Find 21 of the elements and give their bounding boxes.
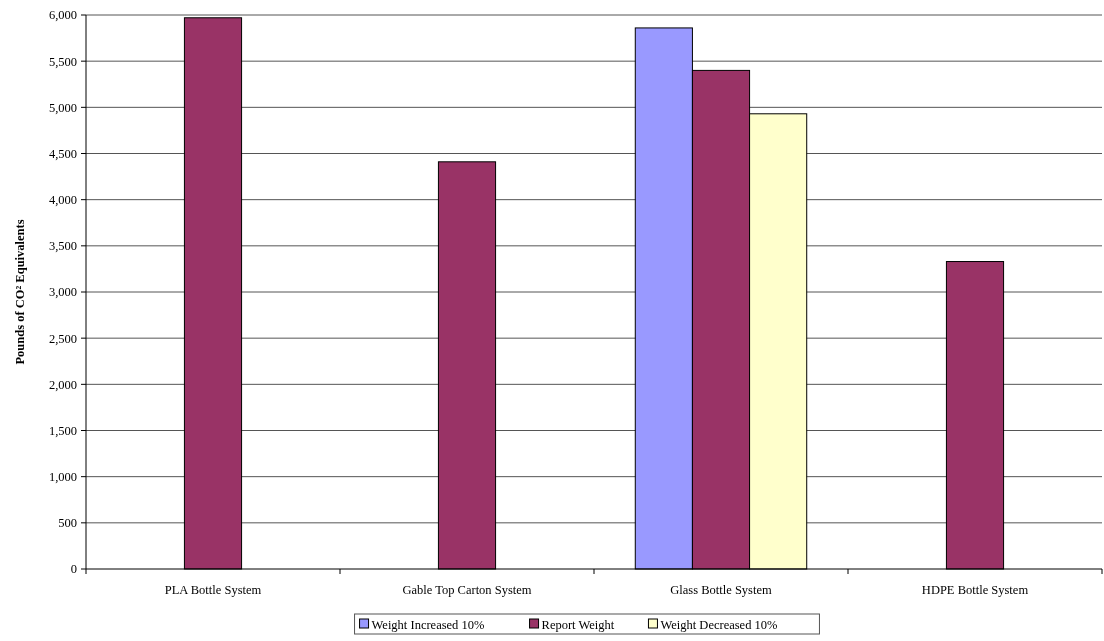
y-tick-label: 2,000 (48, 377, 77, 392)
x-tick-label: Gable Top Carton System (402, 583, 532, 597)
x-tick-label: Glass Bottle System (670, 583, 772, 597)
y-tick-label: 0 (70, 562, 77, 577)
legend-label: Weight Increased 10% (371, 617, 485, 632)
y-tick-label: 4,000 (48, 193, 77, 208)
y-tick-label: 1,000 (48, 470, 77, 485)
y-tick-label: 5,500 (48, 54, 77, 69)
x-tick-label: PLA Bottle System (164, 583, 262, 597)
y-axis-title: Pounds of CO² Equivalents (13, 219, 27, 365)
y-tick-label: 3,500 (48, 239, 77, 254)
legend-label: Weight Decreased 10% (660, 617, 778, 632)
y-tick-label: 4,500 (48, 146, 77, 161)
x-tick-label: HDPE Bottle System (921, 583, 1029, 597)
y-tick-label: 6,000 (48, 8, 77, 23)
y-tick-label: 3,000 (48, 285, 77, 300)
y-tick-label: 5,000 (48, 100, 77, 115)
y-tick-label: 2,500 (48, 331, 77, 346)
legend-label: Report Weight (541, 617, 615, 632)
y-tick-label: 500 (58, 516, 77, 531)
y-tick-label: 1,500 (48, 423, 77, 438)
